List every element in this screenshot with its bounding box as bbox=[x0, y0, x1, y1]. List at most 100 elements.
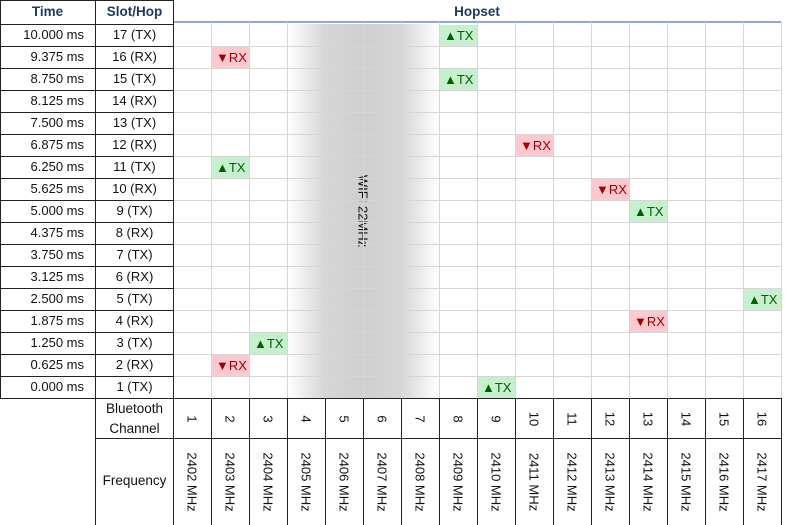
channel-frequency: 2408 MHz bbox=[401, 442, 439, 522]
channel-number-text: 5 bbox=[336, 415, 352, 423]
grid-col-line bbox=[439, 22, 440, 398]
channel-frequency: 2405 MHz bbox=[287, 442, 325, 522]
channel-frequency-text: 2409 MHz bbox=[450, 452, 466, 512]
channel-number-text: 12 bbox=[602, 411, 618, 427]
row-border bbox=[0, 288, 173, 289]
row-border bbox=[0, 156, 173, 157]
channel-frequency: 2410 MHz bbox=[477, 442, 515, 522]
rx-hop-mark: ▼RX bbox=[212, 355, 249, 376]
row-border bbox=[0, 376, 173, 377]
channel-frequency: 2416 MHz bbox=[705, 442, 743, 522]
row-border bbox=[0, 178, 173, 179]
row-border bbox=[0, 244, 173, 245]
row-border bbox=[0, 200, 173, 201]
footer-col-line bbox=[781, 398, 782, 525]
time-cell: 5.625 ms bbox=[30, 181, 84, 196]
channel-number: 8 bbox=[439, 399, 477, 439]
channel-number: 10 bbox=[515, 399, 553, 439]
grid-col-line bbox=[743, 22, 744, 398]
channel-number-text: 3 bbox=[260, 415, 276, 423]
footer-col-line bbox=[401, 398, 402, 525]
tx-hop-mark: ▲TX bbox=[440, 69, 477, 90]
slot-hop-column-header: Slot/Hop bbox=[106, 4, 163, 19]
channel-frequency-text: 2417 MHz bbox=[754, 452, 770, 512]
channel-number-text: 8 bbox=[450, 415, 466, 423]
time-cell: 5.000 ms bbox=[30, 203, 84, 218]
rx-hop-mark: ▼RX bbox=[516, 135, 553, 156]
channel-frequency: 2417 MHz bbox=[743, 442, 781, 522]
slot-cell: 9 (TX) bbox=[116, 203, 153, 218]
time-column-header: Time bbox=[31, 4, 64, 19]
channel-frequency-text: 2404 MHz bbox=[260, 452, 276, 512]
channel-number-text: 1 bbox=[184, 415, 200, 423]
row-border bbox=[0, 332, 173, 333]
channel-frequency: 2412 MHz bbox=[553, 442, 591, 522]
channel-frequency-text: 2415 MHz bbox=[678, 452, 694, 512]
footer-col-line bbox=[553, 398, 554, 525]
time-cell: 6.875 ms bbox=[30, 137, 84, 152]
footer-col-line bbox=[515, 398, 516, 525]
channel-number: 15 bbox=[705, 399, 743, 439]
tx-hop-mark: ▲TX bbox=[478, 377, 515, 398]
slot-cell: 3 (TX) bbox=[116, 335, 153, 350]
channel-number: 6 bbox=[363, 399, 401, 439]
hopset-header: Hopset bbox=[173, 0, 781, 23]
channel-number-text: 11 bbox=[564, 412, 580, 426]
channel-frequency-text: 2410 MHz bbox=[488, 452, 504, 512]
slot-cell: 6 (RX) bbox=[115, 269, 154, 284]
tx-hop-mark: ▲TX bbox=[630, 201, 667, 222]
channel-number: 3 bbox=[249, 399, 287, 439]
row-border bbox=[0, 24, 173, 25]
footer-col-line bbox=[743, 398, 744, 525]
footer-mid-border bbox=[96, 438, 781, 439]
row-border bbox=[0, 310, 173, 311]
channel-frequency-text: 2403 MHz bbox=[222, 452, 238, 512]
header-top-border bbox=[0, 0, 173, 1]
channel-number: 13 bbox=[629, 399, 667, 439]
slot-cell: 10 (RX) bbox=[112, 181, 157, 196]
rx-hop-mark: ▼RX bbox=[212, 47, 249, 68]
channel-frequency-text: 2407 MHz bbox=[374, 452, 390, 512]
channel-number: 5 bbox=[325, 399, 363, 439]
row-border bbox=[0, 134, 173, 135]
slot-cell: 14 (RX) bbox=[112, 93, 157, 108]
channel-frequency: 2413 MHz bbox=[591, 442, 629, 522]
footer-col-line bbox=[325, 398, 326, 525]
grid-col-line bbox=[477, 22, 478, 398]
time-cell: 2.500 ms bbox=[30, 291, 84, 306]
channel-number: 16 bbox=[743, 399, 781, 439]
channel-number: 7 bbox=[401, 399, 439, 439]
rx-hop-mark: ▼RX bbox=[630, 311, 667, 332]
footer-col-line bbox=[287, 398, 288, 525]
bluetooth-channel-label-line1: Bluetooth bbox=[105, 401, 164, 416]
grid-col-line bbox=[325, 22, 326, 398]
grid-col-line bbox=[401, 22, 402, 398]
footer-col-line bbox=[705, 398, 706, 525]
channel-number: 11 bbox=[553, 399, 591, 439]
tx-hop-mark: ▲TX bbox=[250, 333, 287, 354]
time-cell: 1.875 ms bbox=[30, 313, 84, 328]
channel-number-text: 10 bbox=[526, 411, 542, 427]
slot-cell: 8 (RX) bbox=[115, 225, 154, 240]
channel-frequency-text: 2416 MHz bbox=[716, 452, 732, 512]
time-cell: 8.125 ms bbox=[30, 93, 84, 108]
channel-frequency-text: 2402 MHz bbox=[184, 452, 200, 512]
channel-frequency: 2402 MHz bbox=[173, 442, 211, 522]
channel-frequency: 2409 MHz bbox=[439, 442, 477, 522]
grid-col-line bbox=[553, 22, 554, 398]
slot-cell: 15 (TX) bbox=[112, 71, 157, 86]
grid-col-line bbox=[515, 22, 516, 398]
time-cell: 6.250 ms bbox=[30, 159, 84, 174]
grid-col-line bbox=[249, 22, 250, 398]
footer-col-line bbox=[211, 398, 212, 525]
channel-number-text: 16 bbox=[754, 411, 770, 427]
channel-frequency: 2415 MHz bbox=[667, 442, 705, 522]
footer-col-line bbox=[477, 398, 478, 525]
time-cell: 3.125 ms bbox=[30, 269, 84, 284]
channel-number: 1 bbox=[173, 399, 211, 439]
grid-col-line bbox=[781, 22, 782, 398]
grid-col-line bbox=[211, 22, 212, 398]
time-cell: 4.375 ms bbox=[30, 225, 84, 240]
channel-number-text: 13 bbox=[640, 411, 656, 427]
bluetooth-channel-label: Bluetooth Channel bbox=[96, 399, 173, 437]
